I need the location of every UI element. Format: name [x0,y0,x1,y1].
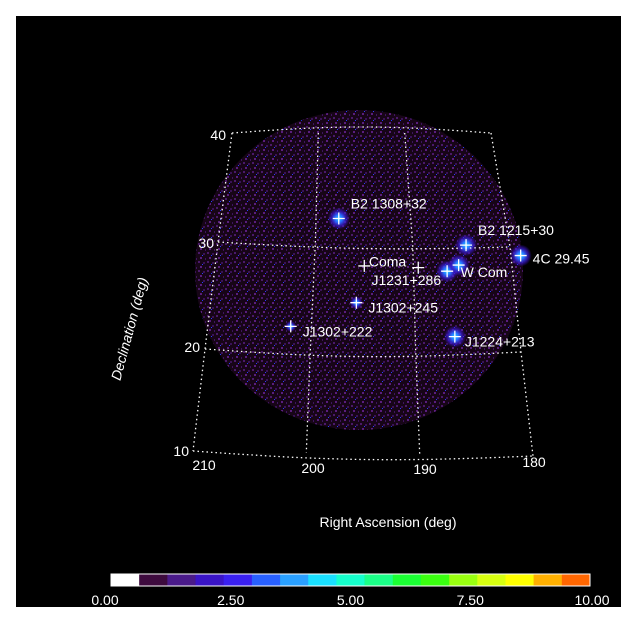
source-label: Coma [369,254,407,270]
colorbar-segment [139,574,168,586]
dec-grid-line [231,126,492,134]
colorbar-segment [505,574,534,586]
x-axis-label: Right Ascension (deg) [320,514,457,530]
source-marker [284,320,297,333]
dec-grid-line [204,348,522,358]
dec-grid-line [192,450,534,461]
ra-tick-label: 180 [522,454,546,470]
colorbar-tick-label: 0.00 [91,592,118,608]
source-label: B2 1215+30 [478,222,554,238]
source-label: J1231+286 [371,272,441,288]
source-label: J1302+245 [368,300,438,316]
dec-tick-label: 10 [173,443,189,459]
dec-tick-label: 30 [198,235,214,251]
colorbar-segment [223,574,253,586]
dec-tick-label: 20 [184,339,200,355]
source-label: 4C 29.45 [533,251,590,267]
ra-tick-label: 190 [413,461,437,477]
colorbar-frame [110,573,591,587]
colorbar-tick-label: 7.50 [457,592,484,608]
colorbar-segment [111,574,140,586]
source-marker [448,330,461,343]
ra-tick-label: 200 [301,460,325,476]
source-marker [514,249,527,262]
colorbar-segment [392,574,422,586]
colorbar-segment [449,574,478,586]
colorbar-segment [533,574,563,586]
source-marker [332,212,345,225]
source-marker [460,239,473,252]
source-label: B2 1308+32 [351,196,427,212]
colorbar-tick-label: 5.00 [337,592,364,608]
colorbar-segment [167,574,196,586]
ra-grid-line [404,132,421,455]
colorbar-segment [364,574,394,586]
ra-grid-line [192,132,233,452]
source-marker [412,261,425,274]
source-label: J1302+222 [303,323,373,339]
colorbar-segment [280,574,309,586]
ra-grid-line [305,132,319,453]
colorbar-segment [420,574,450,586]
colorbar-segment [477,574,506,586]
source-label: W Com [461,264,508,280]
source-marker [441,265,454,278]
colorbar-segment [336,574,365,586]
colorbar-segment [561,574,591,586]
center-marker [358,259,371,272]
ra-tick-label: 210 [192,457,216,473]
exposure-region [195,110,523,430]
source-marker [350,296,363,309]
source-label: J1224+213 [465,334,535,350]
colorbar-segment [308,574,337,586]
colorbar-tick-label: 10.00 [574,592,609,608]
source-marker [452,259,465,272]
dec-tick-label: 40 [210,127,226,143]
colorbar-segment [195,574,225,586]
colorbar-segment [251,574,281,586]
dec-grid-line [217,241,511,250]
colorbar-tick-label: 2.50 [217,592,244,608]
